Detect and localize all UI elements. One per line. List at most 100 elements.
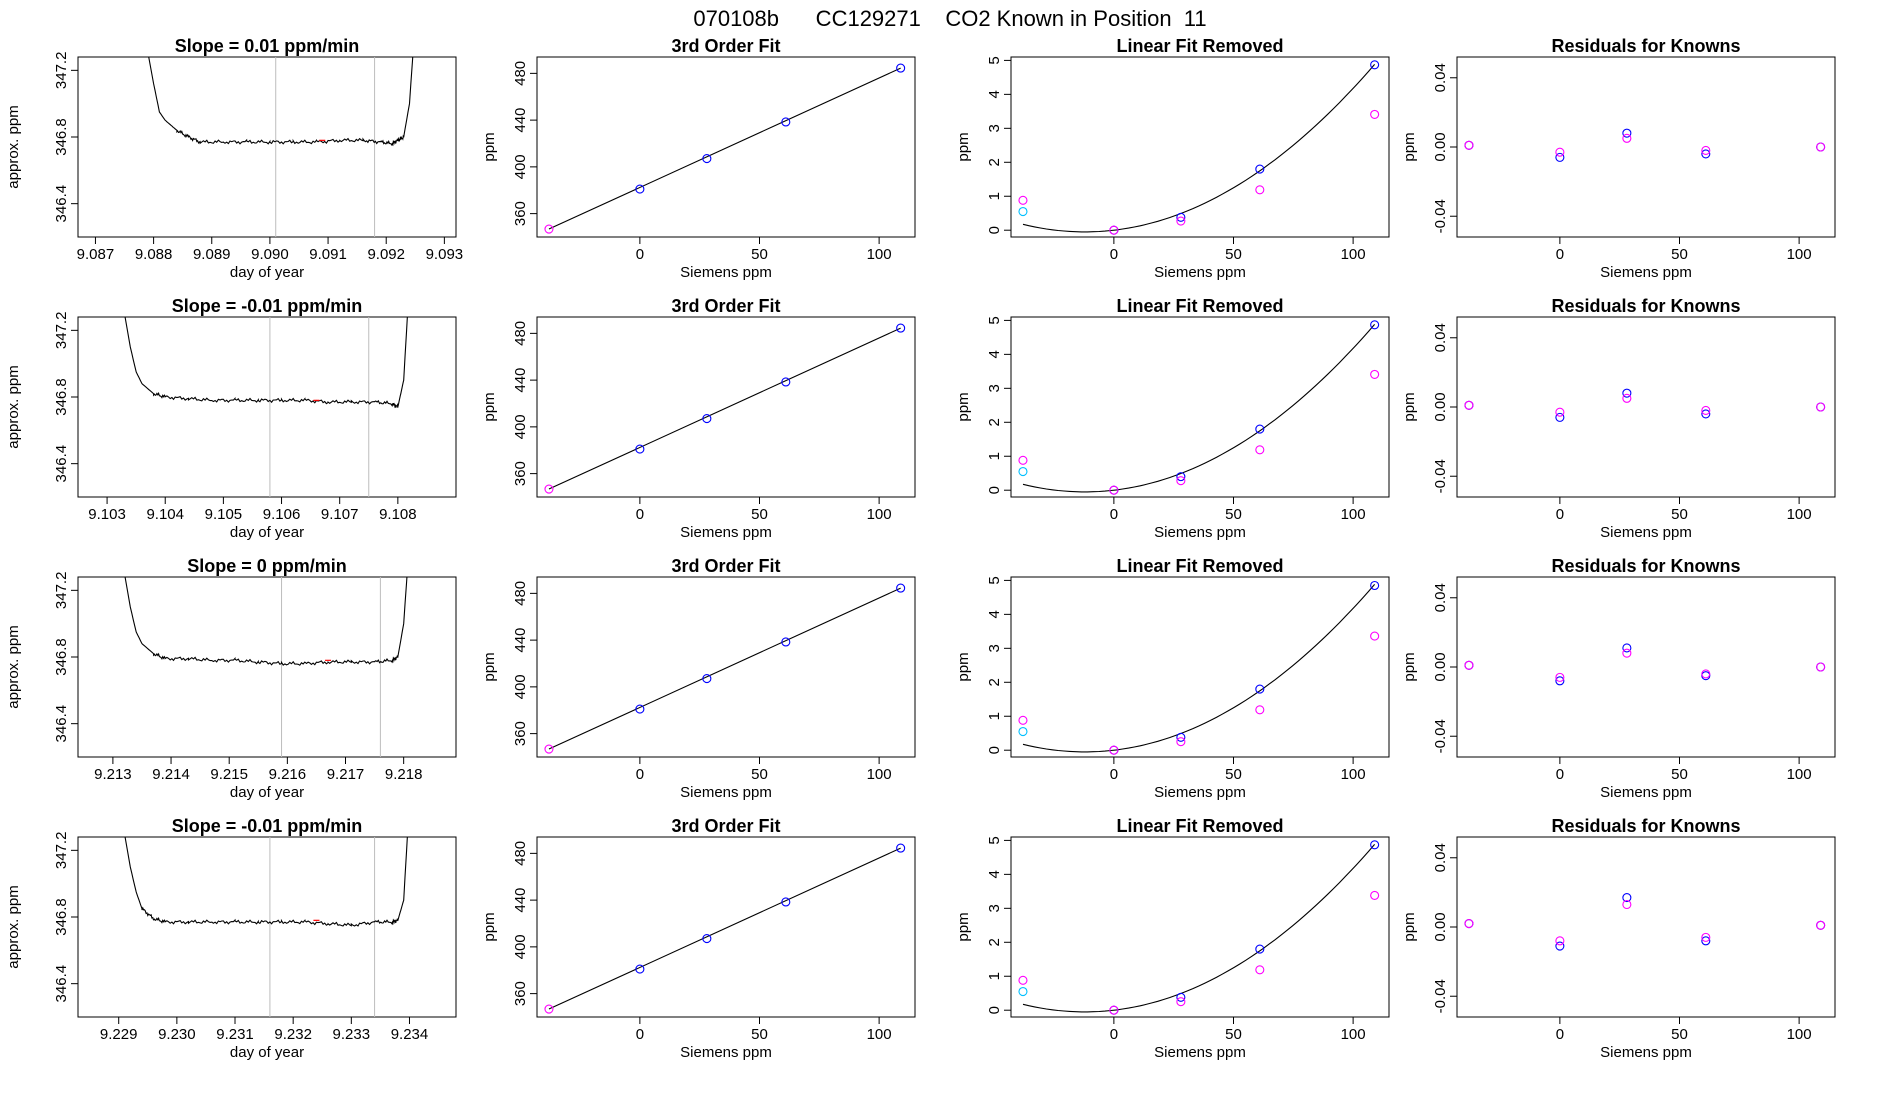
y-tick-label: 346.4	[53, 185, 70, 223]
time-series-trace	[148, 57, 414, 147]
data-point	[1622, 648, 1632, 658]
chart-title: Linear Fit Removed	[1116, 36, 1283, 56]
y-tick-label: 5	[986, 56, 1003, 64]
data-point	[1176, 997, 1186, 1007]
y-tick-label: 4	[986, 350, 1003, 358]
data-point	[781, 637, 791, 647]
data-point	[1255, 684, 1265, 694]
x-tick-label: 0	[636, 246, 644, 263]
plot-area	[544, 583, 906, 754]
data-point	[1555, 936, 1565, 946]
y-tick-label: 346.8	[53, 638, 70, 676]
data-point	[1701, 932, 1711, 942]
y-tick-label: 0	[986, 1006, 1003, 1014]
plot-frame	[77, 836, 457, 1018]
data-point	[1255, 445, 1265, 455]
y-tick-label: 0.00	[1432, 132, 1449, 161]
y-tick-label: 4	[986, 90, 1003, 98]
data-point	[1701, 669, 1711, 679]
x-tick-label: 9.216	[269, 766, 307, 783]
x-tick-label: 50	[1671, 246, 1688, 263]
y-tick-label: 360	[512, 461, 529, 486]
y-tick-label: 1	[986, 452, 1003, 460]
x-axis-label: Siemens ppm	[1600, 524, 1692, 541]
data-point	[1255, 185, 1265, 195]
data-point	[1464, 660, 1474, 670]
plot-frame	[77, 576, 457, 758]
x-tick-label: 9.106	[263, 506, 301, 523]
fit-line	[548, 587, 901, 750]
fit-line	[548, 67, 901, 230]
data-point	[1018, 455, 1028, 465]
x-tick-label: 50	[751, 766, 768, 783]
y-tick-label: 4	[986, 610, 1003, 618]
y-tick-label: 5	[986, 836, 1003, 844]
x-tick-label: 100	[867, 506, 892, 523]
data-point	[544, 744, 554, 754]
data-point	[1555, 941, 1565, 951]
chart-title: Linear Fit Removed	[1116, 296, 1283, 316]
chart-panel: Residuals for Knowns 0 50 100 -0.04 0.00 0.04 S…	[1401, 36, 1836, 281]
data-point	[1622, 133, 1632, 143]
plot-frame	[1010, 316, 1390, 498]
x-tick-label: 0	[636, 506, 644, 523]
data-point	[896, 63, 906, 73]
y-tick-label: 3	[986, 384, 1003, 392]
y-axis-label: ppm	[1401, 652, 1418, 681]
x-tick-label: 9.217	[327, 766, 365, 783]
plot-area	[1018, 840, 1380, 1015]
x-axis-label: day of year	[230, 1044, 304, 1061]
data-point	[1622, 643, 1632, 653]
y-tick-label: 3	[986, 124, 1003, 132]
chart-panel: Residuals for Knowns 0 50 100 -0.04 0.00 0.04 S…	[1401, 556, 1836, 801]
plot-frame	[1010, 56, 1390, 238]
y-tick-label: 346.4	[53, 705, 70, 743]
data-point	[1816, 920, 1826, 930]
y-tick-label: 346.4	[53, 445, 70, 483]
plot-frame	[77, 56, 457, 238]
y-tick-label: 0.00	[1432, 392, 1449, 421]
chart-title: Residuals for Knowns	[1551, 36, 1740, 56]
chart-title: Residuals for Knowns	[1551, 556, 1740, 576]
plot-area	[1464, 893, 1826, 951]
data-point	[1018, 206, 1028, 217]
x-axis-label: day of year	[230, 264, 304, 281]
y-axis-label: ppm	[481, 132, 498, 161]
x-tick-label: 9.108	[379, 506, 417, 523]
data-point	[1701, 936, 1711, 946]
x-tick-label: 100	[1787, 1026, 1812, 1043]
data-point	[702, 414, 712, 424]
x-tick-label: 100	[867, 766, 892, 783]
y-tick-label: 2	[986, 938, 1003, 946]
x-tick-label: 9.088	[135, 246, 173, 263]
data-point	[544, 224, 554, 234]
x-tick-label: 50	[1225, 766, 1242, 783]
data-point	[1018, 715, 1028, 725]
data-point	[1018, 195, 1028, 205]
y-axis-label: approx. ppm	[5, 625, 22, 708]
x-axis-label: Siemens ppm	[1600, 784, 1692, 801]
plot-frame	[536, 576, 916, 758]
plot-area	[1018, 580, 1380, 755]
y-tick-label: 4	[986, 870, 1003, 878]
plot-area	[124, 837, 408, 1017]
y-tick-label: 2	[986, 158, 1003, 166]
chart-panel: 3rd Order Fit 0 50 100 360 400 440 480 Siemens p…	[481, 556, 916, 801]
y-tick-label: 360	[512, 201, 529, 226]
chart-panel: Slope = 0 ppm/min 9.213 9.214 9.215 9.216 9.2…	[5, 556, 457, 801]
x-tick-label: 0	[1556, 1026, 1564, 1043]
y-tick-label: 1	[986, 972, 1003, 980]
y-tick-label: 346.8	[53, 118, 70, 156]
x-axis-label: Siemens ppm	[1600, 264, 1692, 281]
data-point	[1622, 393, 1632, 403]
y-tick-label: 0	[986, 486, 1003, 494]
plot-frame	[1010, 836, 1390, 1018]
plot-area	[1464, 388, 1826, 422]
y-tick-label: 0.04	[1432, 323, 1449, 352]
y-tick-label: 5	[986, 576, 1003, 584]
chart-title: Slope = 0 ppm/min	[187, 556, 347, 576]
y-tick-label: 1	[986, 192, 1003, 200]
time-series-trace	[124, 837, 408, 927]
data-point	[1816, 142, 1826, 152]
